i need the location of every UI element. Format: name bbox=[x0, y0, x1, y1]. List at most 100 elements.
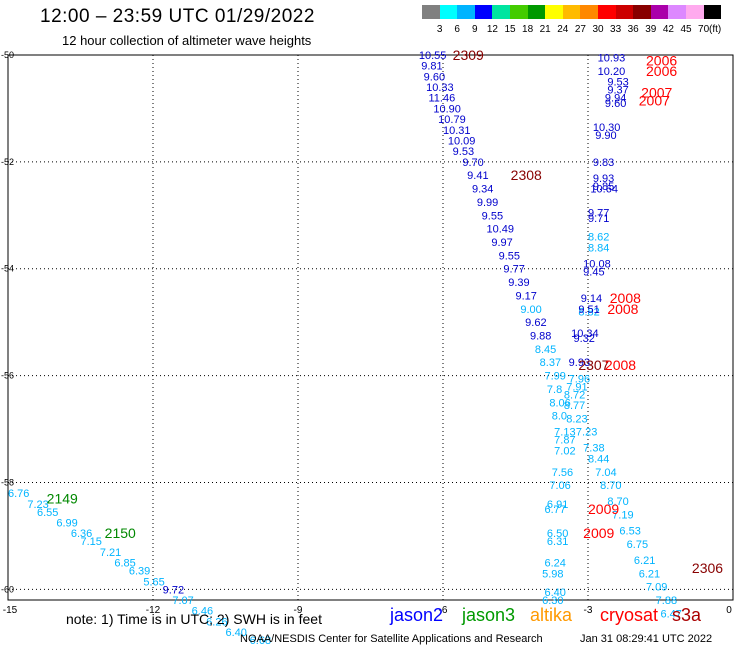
wave-height-value: 9.51 bbox=[578, 304, 599, 316]
wave-height-value: 6.99 bbox=[56, 518, 77, 530]
legend-label: 12 bbox=[486, 24, 498, 35]
satellite-cryosat: cryosat bbox=[600, 605, 659, 625]
satellite-altika: altika bbox=[530, 605, 573, 625]
wave-height-value: 9.39 bbox=[508, 277, 529, 289]
wave-height-value: 9.71 bbox=[588, 213, 609, 225]
grid-lines bbox=[8, 55, 733, 600]
x-tick-label: -3 bbox=[584, 605, 593, 616]
wave-height-value: 7.13 bbox=[554, 427, 575, 439]
wave-height-value: 9.94 bbox=[605, 93, 626, 105]
wave-height-value: 7.38 bbox=[583, 443, 604, 455]
axis-tick-labels: -15 -12 -9 -6 -3 0 -50 -52 -54 -56 -58 -60 bbox=[1, 50, 732, 616]
y-tick-label: -50 bbox=[1, 50, 14, 60]
map-title: 12:00 – 23:59 UTC 01/29/2022 bbox=[40, 6, 315, 27]
wave-height-value: 8.44 bbox=[588, 453, 609, 465]
wave-height-value: 10.20 bbox=[598, 66, 626, 78]
legend-swatch bbox=[668, 5, 686, 19]
wave-height-value: 7.91 bbox=[566, 381, 587, 393]
wave-height-value: 6.91 bbox=[547, 499, 568, 511]
wave-height-value: 6.21 bbox=[634, 555, 655, 567]
legend-swatch bbox=[457, 5, 475, 19]
legend-label: 30 bbox=[592, 24, 604, 35]
wave-height-value: 8.23 bbox=[566, 413, 587, 425]
track-number-label: 2150 bbox=[105, 525, 136, 541]
wave-height-value: 7.21 bbox=[100, 547, 121, 559]
wave-height-value: 7.88 bbox=[656, 595, 677, 607]
legend-label: 15 bbox=[504, 24, 516, 35]
wave-height-value: 6.85 bbox=[114, 558, 135, 570]
track-number-label: 2008 bbox=[610, 290, 641, 306]
wave-height-value: 6.47 bbox=[661, 608, 682, 620]
wave-height-value: 6.55 bbox=[37, 507, 58, 519]
wave-height-value: 9.85 bbox=[593, 181, 614, 193]
wave-height-value: 9.70 bbox=[462, 157, 483, 169]
wave-height-value: 10.09 bbox=[448, 135, 476, 147]
y-tick-label: -56 bbox=[1, 371, 14, 381]
y-tick-label: -58 bbox=[1, 477, 14, 487]
legend-swatch bbox=[562, 5, 581, 19]
legend-label: 3 bbox=[436, 24, 443, 35]
wave-height-value: 7.04 bbox=[595, 467, 616, 479]
track-number-label: 2308 bbox=[511, 167, 542, 183]
wave-height-value: 5.98 bbox=[542, 568, 563, 580]
wave-height-value: 9.00 bbox=[520, 304, 541, 316]
legend-label: 21 bbox=[539, 24, 551, 35]
legend-swatch bbox=[510, 5, 528, 19]
track-number-label: 2009 bbox=[588, 501, 619, 517]
legend-label: 39 bbox=[645, 24, 657, 35]
wave-height-value: 9.99 bbox=[477, 197, 498, 209]
satellite-jason2: jason2 bbox=[390, 605, 444, 625]
x-tick-label: -6 bbox=[439, 605, 448, 616]
legend-swatch bbox=[422, 5, 440, 19]
wave-height-value: 6.53 bbox=[619, 526, 640, 538]
legend-label: 9 bbox=[472, 24, 478, 35]
wave-height-value: 8.70 bbox=[607, 496, 628, 508]
wave-height-value: 6.50 bbox=[547, 528, 568, 540]
x-tick-label: -12 bbox=[146, 605, 161, 616]
wave-height-value: 9.72 bbox=[163, 584, 184, 596]
track-number-label: 2008 bbox=[605, 357, 636, 373]
track-number-label: 2006 bbox=[646, 63, 677, 79]
wave-height-value: 9.90 bbox=[595, 130, 616, 142]
wave-height-value: 9.53 bbox=[453, 146, 474, 158]
legend-swatch bbox=[474, 5, 493, 19]
legend-swatch bbox=[439, 5, 458, 19]
wave-height-value: 9.37 bbox=[607, 85, 628, 97]
wave-height-value: 7.15 bbox=[81, 536, 102, 548]
legend-swatch bbox=[492, 5, 510, 19]
wave-height-value: 9.53 bbox=[607, 77, 628, 89]
wave-height-value: 10.64 bbox=[590, 184, 618, 196]
track-number-label: 2009 bbox=[583, 525, 614, 541]
wave-height-value: 6.46 bbox=[192, 606, 213, 618]
legend-label: 18 bbox=[522, 24, 534, 35]
wave-height-value: 10.31 bbox=[443, 125, 471, 137]
wave-height-value: 6.36 bbox=[71, 528, 92, 540]
track-labels: 2309230823072306200620062007200720082008… bbox=[47, 47, 724, 576]
wave-height-value: 10.30 bbox=[593, 122, 621, 134]
y-tick-label: -52 bbox=[1, 157, 14, 167]
wave-height-value: 7.02 bbox=[554, 445, 575, 457]
track-number-label: 2306 bbox=[692, 560, 723, 576]
wave-height-value: 10.33 bbox=[426, 82, 454, 94]
track-number-label: 2008 bbox=[607, 301, 638, 317]
wave-height-value: 7.06 bbox=[549, 480, 570, 492]
map-subtitle: 12 hour collection of altimeter wave hei… bbox=[62, 33, 312, 48]
wave-height-value: 8.06 bbox=[549, 397, 570, 409]
wave-height-value: 10.49 bbox=[487, 224, 515, 236]
wave-height-value: 6.68 bbox=[250, 635, 271, 647]
wave-height-value: 9.45 bbox=[583, 266, 604, 278]
legend-label: 45 bbox=[680, 24, 692, 35]
wave-height-value: 9.55 bbox=[482, 210, 503, 222]
wave-height-value: 6.77 bbox=[545, 504, 566, 516]
wave-height-value: 6.75 bbox=[627, 539, 648, 551]
legend-label: 33 bbox=[610, 24, 622, 35]
wave-height-value: 10.55 bbox=[419, 50, 447, 62]
track-number-label: 2309 bbox=[453, 47, 484, 63]
legend-swatch bbox=[686, 5, 704, 19]
wave-height-value: 7.99 bbox=[545, 371, 566, 383]
wave-height-value: 9.34 bbox=[472, 184, 493, 196]
legend-label: 24 bbox=[557, 24, 569, 35]
wave-height-value: 8.0 bbox=[552, 411, 567, 423]
plot-frame bbox=[7, 54, 734, 601]
legend-label: 36 bbox=[627, 24, 639, 35]
